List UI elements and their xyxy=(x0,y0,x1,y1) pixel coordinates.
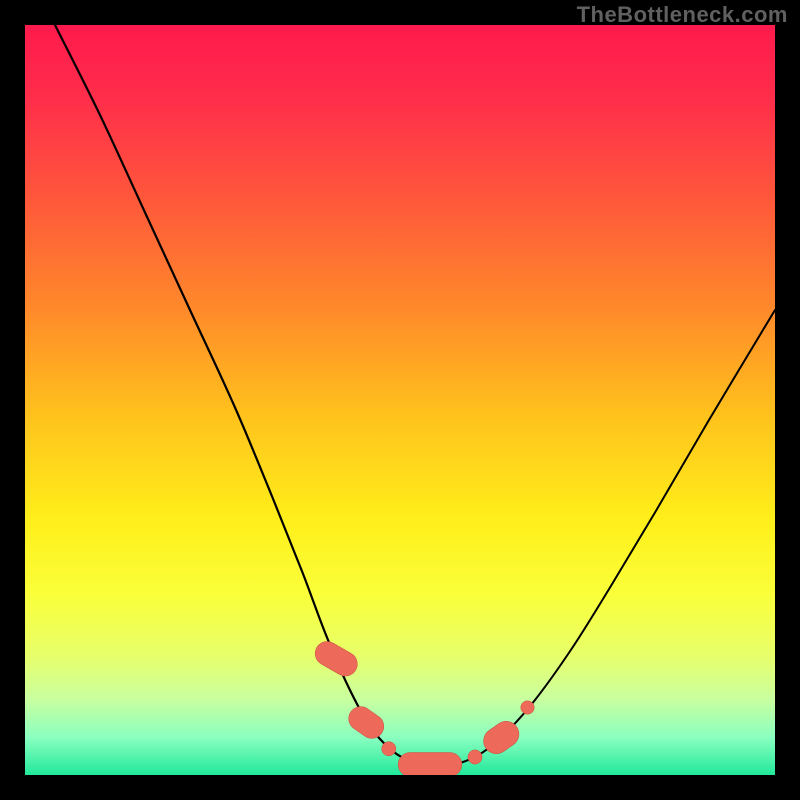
marker-dot xyxy=(521,701,535,715)
marker-dot xyxy=(382,742,396,756)
chart-stage: TheBottleneck.com xyxy=(0,0,800,800)
marker-capsule xyxy=(398,753,462,777)
chart-background-gradient xyxy=(25,25,775,775)
marker-dot xyxy=(468,750,482,764)
bottleneck-chart-svg xyxy=(0,0,800,800)
